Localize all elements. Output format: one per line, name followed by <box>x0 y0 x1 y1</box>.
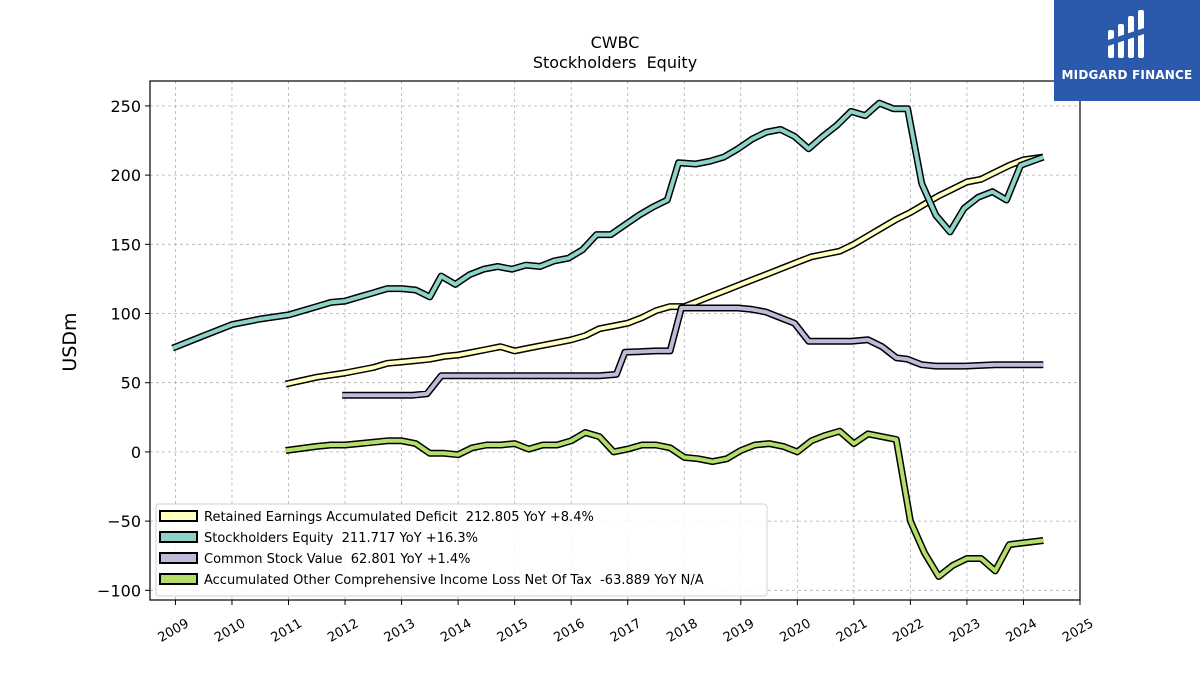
legend-label: Accumulated Other Comprehensive Income L… <box>204 573 704 588</box>
series-line <box>285 429 1044 579</box>
legend: Retained Earnings Accumulated Deficit 21… <box>155 503 768 597</box>
x-tick-label: 2017 <box>608 616 644 646</box>
chart-subtitle: Stockholders Equity <box>533 53 697 72</box>
legend-swatch <box>159 531 198 543</box>
x-tick-label: 2022 <box>891 616 927 646</box>
x-tick-label: 2012 <box>325 616 361 646</box>
x-tick-label: 2015 <box>495 616 531 646</box>
x-tick-label: 2010 <box>212 616 248 646</box>
series-layer <box>171 99 1045 580</box>
series-3 <box>342 304 1044 399</box>
y-tick-label: 150 <box>110 235 141 254</box>
y-tick-label: 200 <box>110 166 141 185</box>
plot-frame <box>149 80 1081 601</box>
series-4 <box>285 427 1044 580</box>
midgard-logo-icon <box>1108 10 1144 58</box>
x-tick-label: 2011 <box>269 616 305 646</box>
x-axis-ticks: 2009 2010 2011 2012 2013 2014 2015 2016 2017 2018… <box>156 600 1096 646</box>
y-axis-ticks: −100 −50 0 50 100 150 200 250 <box>97 97 150 600</box>
legend-box <box>155 503 768 597</box>
y-tick-label: 0 <box>131 443 141 462</box>
x-tick-label: 2019 <box>721 616 757 646</box>
y-tick-label: 50 <box>121 374 141 393</box>
legend-label: Stockholders Equity 211.717 YoY +16.3% <box>204 531 478 546</box>
y-axis-label: USDm <box>59 312 81 371</box>
series-2 <box>171 99 1045 352</box>
y-tick-label: 250 <box>110 97 141 116</box>
x-tick-label: 2024 <box>1004 616 1040 646</box>
y-tick-label: −50 <box>107 512 141 531</box>
legend-swatch <box>159 573 198 585</box>
brand-logo: MIDGARD FINANCE <box>1054 0 1200 101</box>
x-tick-label: 2013 <box>382 616 418 646</box>
series-line-outline <box>342 304 1044 399</box>
x-tick-label: 2021 <box>834 616 870 646</box>
legend-swatch <box>159 552 198 564</box>
y-tick-label: 100 <box>110 305 141 324</box>
brand-name: MIDGARD FINANCE <box>1061 68 1193 82</box>
legend-swatch <box>159 510 198 522</box>
x-tick-label: 2020 <box>777 616 813 646</box>
legend-label: Retained Earnings Accumulated Deficit 21… <box>204 510 594 525</box>
x-tick-label: 2009 <box>156 616 192 646</box>
x-tick-label: 2025 <box>1060 616 1096 646</box>
x-tick-label: 2018 <box>664 616 700 646</box>
series-line <box>342 306 1044 398</box>
x-tick-label: 2014 <box>438 616 474 646</box>
chart-title: CWBC <box>591 33 640 52</box>
x-tick-label: 2016 <box>551 616 587 646</box>
x-tick-label: 2023 <box>947 616 983 646</box>
y-tick-label: −100 <box>97 581 141 600</box>
series-line <box>171 101 1044 350</box>
legend-label: Common Stock Value 62.801 YoY +1.4% <box>204 552 471 567</box>
